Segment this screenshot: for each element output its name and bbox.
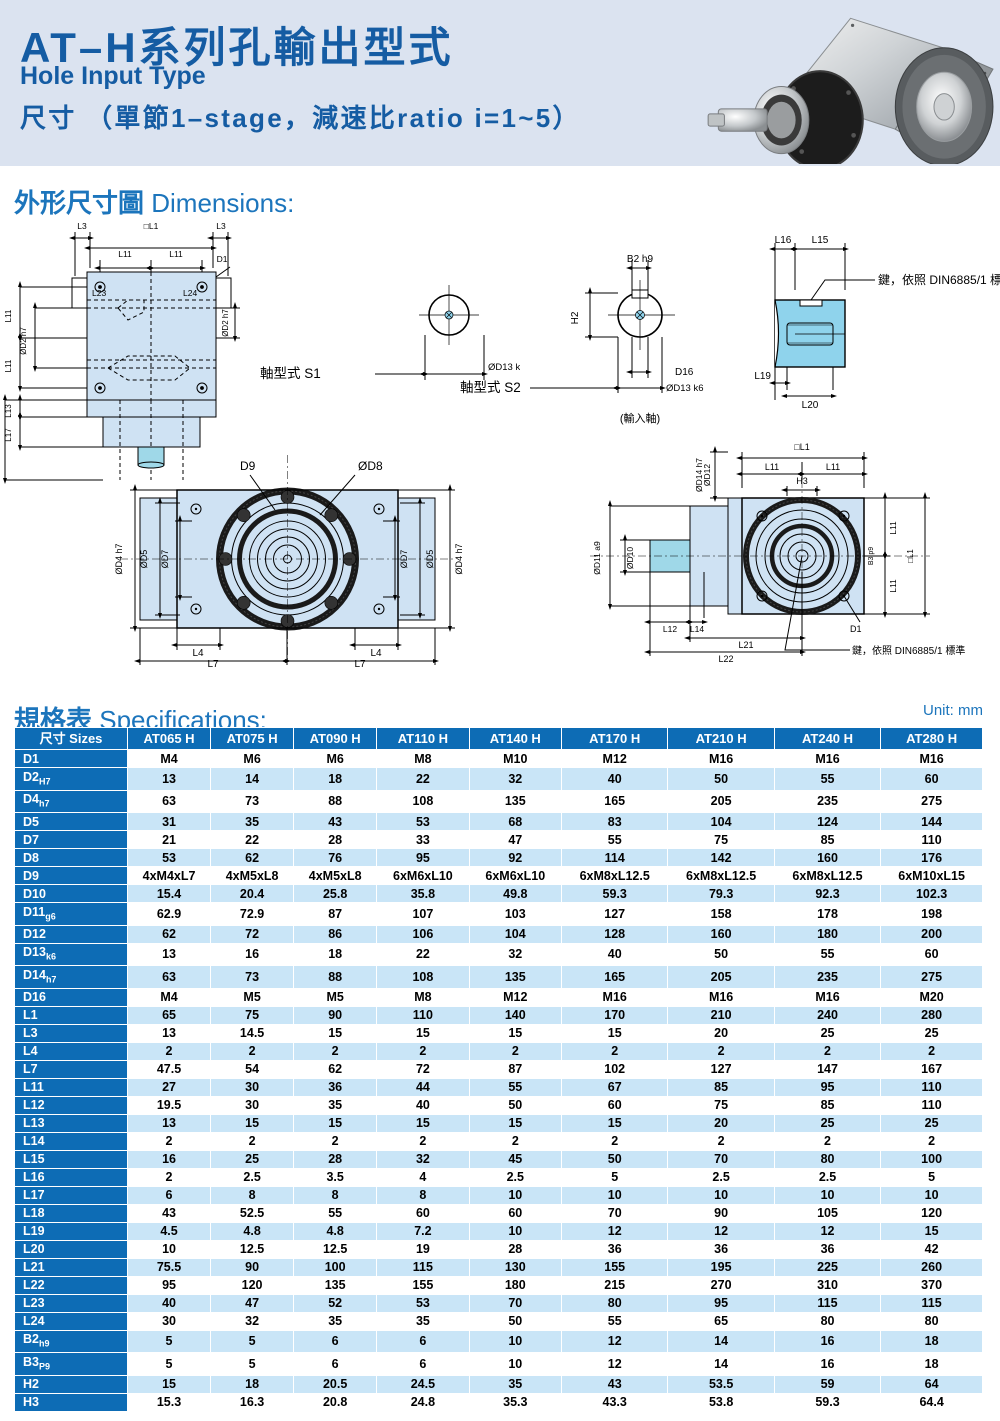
svg-text:ØD7: ØD7	[160, 550, 170, 569]
svg-text:L21: L21	[738, 640, 753, 650]
svg-text:軸型式 S2: 軸型式 S2	[460, 380, 521, 395]
svg-text:ØD4 h7: ØD4 h7	[454, 543, 464, 574]
svg-text:L13: L13	[4, 404, 13, 418]
svg-text:D1: D1	[217, 254, 228, 264]
svg-text:L4: L4	[370, 648, 382, 659]
svg-text:L7: L7	[207, 659, 219, 670]
svg-text:D1: D1	[850, 624, 862, 634]
svg-text:ØD8: ØD8	[358, 459, 383, 473]
svg-text:L11: L11	[118, 249, 132, 259]
svg-text:軸型式 S1: 軸型式 S1	[260, 366, 321, 381]
svg-text:ØD2 h7: ØD2 h7	[19, 327, 28, 355]
svg-text:ØD7: ØD7	[399, 550, 409, 569]
svg-text:H3: H3	[796, 476, 808, 486]
svg-text:□L1: □L1	[794, 442, 809, 452]
svg-text:ØD2 h7: ØD2 h7	[221, 309, 230, 337]
svg-text:L14: L14	[690, 624, 704, 634]
svg-text:鍵，依照 DIN6885/1 標準: 鍵，依照 DIN6885/1 標準	[878, 272, 1000, 287]
svg-text:ØD5: ØD5	[425, 550, 435, 569]
svg-text:L17: L17	[4, 428, 13, 442]
svg-text:L15: L15	[812, 235, 829, 246]
svg-text:L7: L7	[354, 659, 366, 670]
svg-text:L11: L11	[169, 249, 183, 259]
svg-text:H2: H2	[570, 311, 581, 324]
svg-text:ØD5: ØD5	[139, 550, 149, 569]
svg-text:ØD11 a9: ØD11 a9	[592, 541, 602, 575]
svg-text:L11: L11	[765, 462, 779, 472]
svg-text:L11: L11	[4, 359, 13, 372]
svg-text:L11: L11	[888, 521, 898, 535]
svg-text:B2 h9: B2 h9	[627, 254, 654, 265]
svg-text:L4: L4	[192, 648, 204, 659]
svg-text:D9: D9	[240, 459, 256, 473]
svg-text:ØD12: ØD12	[702, 464, 712, 486]
svg-text:L11: L11	[4, 309, 13, 322]
svg-text:ØD10: ØD10	[625, 547, 635, 569]
svg-text:L19: L19	[755, 371, 771, 382]
svg-text:L11: L11	[888, 579, 898, 593]
svg-text:B3 p9: B3 p9	[868, 547, 875, 565]
svg-text:□L1: □L1	[144, 221, 159, 231]
svg-text:(輸入軸): (輸入軸)	[620, 411, 660, 425]
svg-text:ØD13 k6: ØD13 k6	[666, 383, 704, 394]
svg-text:D16: D16	[675, 367, 694, 378]
svg-text:L11: L11	[826, 462, 840, 472]
svg-text:L3: L3	[77, 221, 87, 231]
svg-text:鍵，依照 DIN6885/1 標準: 鍵，依照 DIN6885/1 標準	[852, 644, 965, 657]
svg-text:□L1: □L1	[906, 549, 915, 563]
svg-text:ØD4 h7: ØD4 h7	[114, 543, 124, 574]
svg-text:L20: L20	[802, 400, 819, 410]
svg-text:L3: L3	[216, 221, 226, 231]
svg-text:L12: L12	[663, 624, 677, 634]
svg-text:L22: L22	[718, 654, 733, 664]
svg-text:L16: L16	[775, 235, 792, 246]
svg-text:L24: L24	[183, 288, 197, 298]
svg-text:L23: L23	[92, 288, 106, 298]
